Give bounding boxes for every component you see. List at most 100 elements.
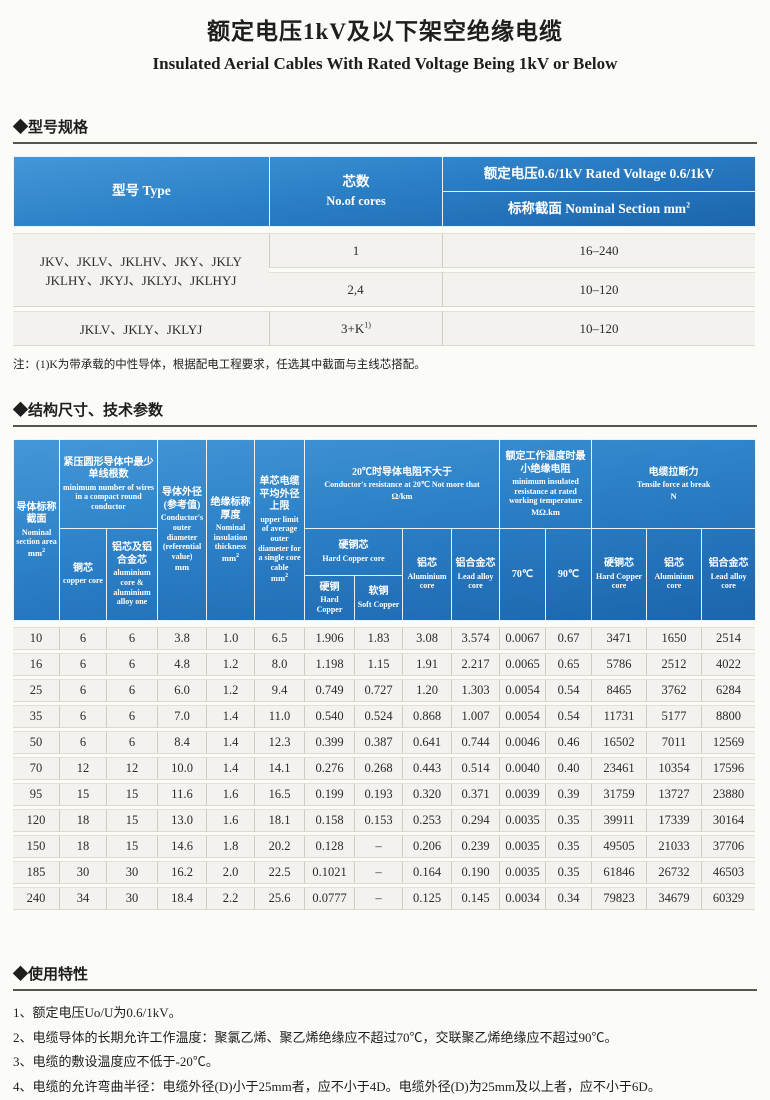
col-header-tensile-hard-copper: 硬铜芯 Hard Copper core: [591, 528, 648, 621]
table-cell: 11731: [591, 705, 646, 728]
table-cell: 0.868: [402, 705, 451, 728]
table-cell: 0.35: [545, 835, 591, 858]
table-cell: 0.276: [304, 757, 354, 780]
table-cell: 2512: [646, 653, 701, 676]
col-header-aluminium-core-wires: 铝芯及铝合金芯 aluminium core & aluminium alloy…: [105, 528, 159, 621]
table-cell: 1.2: [206, 653, 254, 676]
table-cell: 1.15: [354, 653, 402, 676]
table-cell: 8465: [591, 679, 646, 702]
group-header-min-insulation-resistance: 额定工作温度时最小绝缘电阻 minimum insulated resistan…: [499, 439, 593, 529]
col-header-tensile-alloy: 铝合金芯 Lead alloy core: [701, 528, 757, 621]
type-cell: JKV、JKLV、JKLHV、JKY、JKLY JKLHY、JKYJ、JKLYJ…: [13, 233, 269, 307]
table-cell: 7011: [646, 731, 701, 754]
table-cell: 23461: [591, 757, 646, 780]
catalog-page: 额定电压1kV及以下架空绝缘电缆 Insulated Aerial Cables…: [0, 12, 770, 1094]
group-header-min-wires: 紧压圆形导体中最少单线根数 minimum number of wires in…: [58, 439, 159, 529]
section-cell: 16–240: [442, 233, 755, 268]
col-header-nominal-section: 标称截面 Nominal Section mm2: [442, 191, 756, 227]
table-cell: 14.6: [157, 835, 206, 858]
table-cell: 0.268: [354, 757, 402, 780]
table-cell: 0.190: [451, 861, 499, 884]
table-cell: 2514: [701, 627, 755, 650]
table-cell: 240: [13, 887, 59, 910]
table-cell: 10.0: [157, 757, 206, 780]
table-cell: 79823: [591, 887, 646, 910]
table-cell: 0.239: [451, 835, 499, 858]
table-cell: 0.0035: [499, 835, 545, 858]
table-cell: 30: [106, 887, 157, 910]
table-row: 240 34 30 18.4 2.2 25.6 0.0777–0.125 0.145 0.003…: [13, 887, 755, 910]
table-cell: 6: [59, 627, 106, 650]
usage-item: 4、电缆的允许弯曲半径：电缆外径(D)小于25mm者，应不小于4D。电缆外径(D…: [13, 1079, 661, 1095]
table-row: 185 30 30 16.2 2.0 22.5 0.1021–0.164 0.190 0.003…: [13, 861, 755, 884]
table-cell: 185: [13, 861, 59, 884]
col-header-cores: 芯数 No.of cores: [269, 156, 443, 227]
table-cell: 25: [13, 679, 59, 702]
col-header-type: 型号 Type: [13, 156, 270, 227]
table-cell: 8.4: [157, 731, 206, 754]
group-header-tensile-force: 电缆拉断力 Tensile force at break N: [591, 439, 757, 529]
table-cell: 0.0046: [499, 731, 545, 754]
table-cell: 0.153: [354, 809, 402, 832]
table-cell: 17339: [646, 809, 701, 832]
model-spec-header-table: 型号 Type 芯数 No.of cores 额定电压0.6/1kV Rated…: [13, 156, 756, 227]
table-cell: 6.5: [254, 627, 304, 650]
table-cell: 31759: [591, 783, 646, 806]
table-cell: 0.1021: [304, 861, 354, 884]
table-row: JKV、JKLV、JKLHV、JKY、JKLY JKLHY、JKYJ、JKLYJ…: [13, 233, 755, 307]
table-cell: 18.1: [254, 809, 304, 832]
table-cell: 21033: [646, 835, 701, 858]
table-cell: 30: [59, 861, 106, 884]
table-cell: 1.0: [206, 627, 254, 650]
table-cell: 22.5: [254, 861, 304, 884]
table-cell: 6284: [701, 679, 755, 702]
table-cell: 18.4: [157, 887, 206, 910]
table-cell: 14.1: [254, 757, 304, 780]
table-cell: 0.54: [545, 705, 591, 728]
table-cell: 46503: [701, 861, 755, 884]
table-cell: 0.35: [545, 809, 591, 832]
table-cell: 0.524: [354, 705, 402, 728]
table-cell: 18: [59, 809, 106, 832]
col-header-copper-core-wires: 铜芯 copper core: [59, 528, 107, 621]
table-cell: 6: [59, 679, 106, 702]
table-cell: 2.217: [451, 653, 499, 676]
usage-item: 1、额定电压Uo/U为0.6/1kV。: [13, 1005, 182, 1020]
table-cell: 2.0: [206, 861, 254, 884]
table-cell: 1.007: [451, 705, 499, 728]
table-cell: 34: [59, 887, 106, 910]
table-cell: 37706: [701, 835, 755, 858]
table-cell: 0.0065: [499, 653, 545, 676]
table-cell: 1.4: [206, 705, 254, 728]
usage-item: 2、电缆导体的长期允许工作温度：聚氯乙烯、聚乙烯绝缘应不超过70℃，交联聚乙烯绝…: [13, 1029, 618, 1045]
table-cell: 1.6: [206, 809, 254, 832]
table-cell: 3762: [646, 679, 701, 702]
table-cell: 12: [106, 757, 157, 780]
table-cell: 5786: [591, 653, 646, 676]
table-cell: 0.67: [545, 627, 591, 650]
table-cell: 11.0: [254, 705, 304, 728]
table-cell: 11.6: [157, 783, 206, 806]
col-header-90c: 90℃: [545, 528, 593, 621]
table-cell: 10354: [646, 757, 701, 780]
cores-en: No.of cores: [326, 193, 386, 208]
table-cell: 0.371: [451, 783, 499, 806]
col-header-single-core-diameter: 单芯电缆平均外径上限 upper limit of average outer …: [254, 439, 306, 621]
table-cell: 120: [13, 809, 59, 832]
table-cell: 0.0054: [499, 679, 545, 702]
table-cell: 0.0039: [499, 783, 545, 806]
table-cell: 3.574: [451, 627, 499, 650]
tech-params-body-table: 10 6 6 3.8 1.0 6.5 1.906 1.83 3.08 3.574 0.0067 0.6…: [13, 624, 755, 913]
table-cell: 3471: [591, 627, 646, 650]
col-header-resistance-aluminium: 铝芯 Aluminium core: [402, 528, 453, 621]
table-cell: 26732: [646, 861, 701, 884]
table-cell: 5177: [646, 705, 701, 728]
page-title-en: Insulated Aerial Cables With Rated Volta…: [152, 54, 618, 73]
table-cell: 1.198: [304, 653, 354, 676]
table-cell: 15: [106, 809, 157, 832]
table-cell: 20.2: [254, 835, 304, 858]
table-cell: 0.193: [354, 783, 402, 806]
table-row: 2,4 10–120: [13, 272, 755, 307]
section-cell: 10–120: [442, 311, 755, 346]
table-cell: 6: [106, 731, 157, 754]
